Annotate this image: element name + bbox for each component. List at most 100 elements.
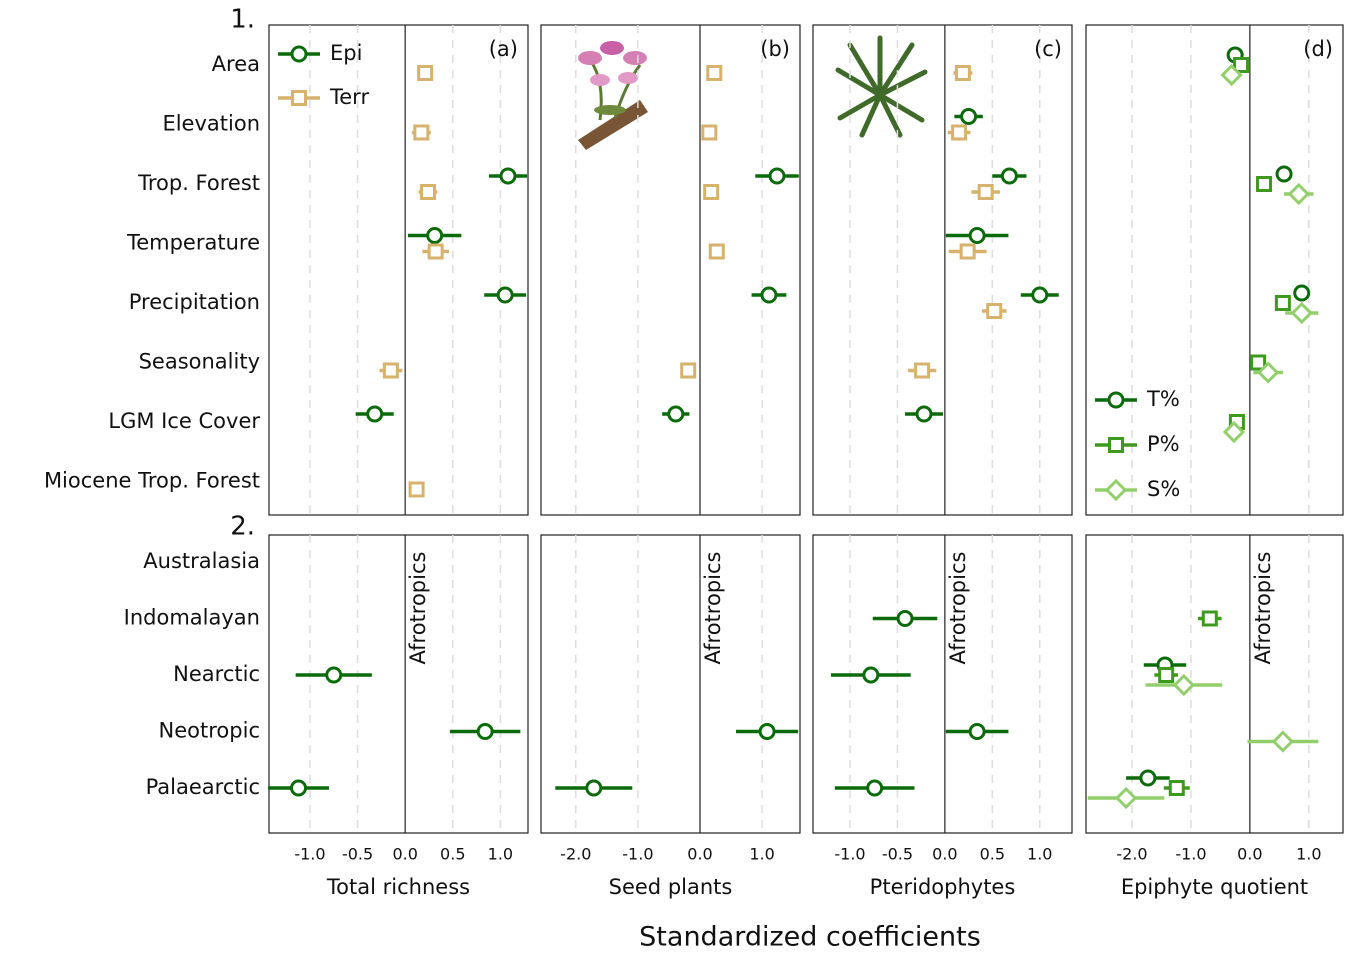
x-tick-label: -0.5 xyxy=(342,845,373,864)
x-tick-label: -1.0 xyxy=(1175,845,1206,864)
x-tick-label: 0.0 xyxy=(687,845,712,864)
x-tick-label: -0.5 xyxy=(882,845,913,864)
row-label: 1. xyxy=(230,5,255,35)
point xyxy=(501,169,515,183)
category-label: Temperature xyxy=(126,231,260,255)
point xyxy=(762,288,776,302)
panel-label: (d) xyxy=(1303,37,1333,61)
x-axis-title: Standardized coefficients xyxy=(639,922,981,953)
panel-frame xyxy=(541,25,800,515)
category-label: Indomalayan xyxy=(124,606,260,630)
category-label: Elevation xyxy=(162,112,260,136)
point xyxy=(669,407,683,421)
point xyxy=(415,126,428,139)
point xyxy=(429,245,442,258)
point xyxy=(1295,286,1309,300)
category-label: Palaearctic xyxy=(146,775,260,799)
point xyxy=(1141,771,1155,785)
point xyxy=(1170,782,1183,795)
legend-label: T% xyxy=(1146,387,1180,411)
figure: 1. 2. Standardized coefficients Area Elev… xyxy=(0,0,1349,953)
point xyxy=(917,407,931,421)
category-label: Australasia xyxy=(143,549,260,573)
legend-label: Terr xyxy=(329,85,369,109)
point xyxy=(705,186,718,199)
point xyxy=(988,305,1001,318)
fern-illustration xyxy=(838,38,925,135)
point xyxy=(770,169,784,183)
x-tick-label: 0.0 xyxy=(932,845,957,864)
point xyxy=(703,126,716,139)
x-tick-label: 0.5 xyxy=(440,845,465,864)
category-label: LGM Ice Cover xyxy=(108,409,260,433)
point xyxy=(1276,297,1289,310)
panel-label: (a) xyxy=(489,37,518,61)
legend-marker xyxy=(1109,393,1123,407)
legend-label: Epi xyxy=(330,41,362,65)
panel-frame xyxy=(813,25,1072,515)
point xyxy=(478,725,492,739)
panel-label: (b) xyxy=(760,37,790,61)
point xyxy=(419,67,432,80)
category-label: Precipitation xyxy=(129,290,260,314)
x-tick-label: 0.0 xyxy=(1237,845,1262,864)
point xyxy=(962,110,976,124)
category-label: Neotropic xyxy=(159,719,260,743)
legend-marker xyxy=(292,47,306,61)
point xyxy=(1258,178,1271,191)
point xyxy=(428,229,442,243)
point xyxy=(292,781,306,795)
point xyxy=(953,126,966,139)
x-tick-label: 1.0 xyxy=(1027,845,1052,864)
point xyxy=(1203,612,1216,625)
point xyxy=(498,288,512,302)
point xyxy=(961,245,974,258)
point xyxy=(760,725,774,739)
panel-label: (c) xyxy=(1034,37,1062,61)
category-label: Nearctic xyxy=(173,662,260,686)
legend-marker xyxy=(293,92,306,105)
category-label: Seasonality xyxy=(139,350,260,374)
point xyxy=(422,186,435,199)
point xyxy=(1277,167,1291,181)
point xyxy=(868,781,882,795)
point xyxy=(587,781,601,795)
point xyxy=(327,668,341,682)
x-tick-label: -2.0 xyxy=(1116,845,1147,864)
x-axis-label: Seed plants xyxy=(609,875,733,899)
point xyxy=(708,67,721,80)
x-tick-label: 0.0 xyxy=(392,845,417,864)
reference-label: Afrotropics xyxy=(701,552,725,665)
point xyxy=(1293,304,1311,322)
point xyxy=(1175,676,1193,694)
x-axis-label: Total richness xyxy=(326,875,470,899)
legend-marker xyxy=(1110,439,1123,452)
point xyxy=(1002,169,1016,183)
category-label: Area xyxy=(212,52,260,76)
point xyxy=(410,483,423,496)
x-axis-label: Epiphyte quotient xyxy=(1121,875,1308,899)
point xyxy=(1274,733,1292,751)
reference-label: Afrotropics xyxy=(1251,552,1275,665)
x-tick-label: -1.0 xyxy=(834,845,865,864)
point xyxy=(956,67,969,80)
category-label: Trop. Forest xyxy=(137,171,260,195)
x-tick-label: -2.0 xyxy=(560,845,591,864)
x-tick-label: 0.5 xyxy=(980,845,1005,864)
x-tick-label: 1.0 xyxy=(1296,845,1321,864)
point xyxy=(1160,669,1173,682)
reference-label: Afrotropics xyxy=(946,552,970,665)
legend-label: P% xyxy=(1147,432,1180,456)
point xyxy=(1033,288,1047,302)
point xyxy=(898,612,912,626)
x-tick-label: -1.0 xyxy=(622,845,653,864)
category-label: Miocene Trop. Forest xyxy=(44,469,260,493)
x-tick-label: -1.0 xyxy=(294,845,325,864)
reference-label: Afrotropics xyxy=(406,552,430,665)
legend-marker xyxy=(1107,481,1125,499)
x-tick-label: 1.0 xyxy=(488,845,513,864)
row-label: 2. xyxy=(230,512,255,542)
point xyxy=(916,364,929,377)
legend-label: S% xyxy=(1147,477,1180,501)
x-axis-label: Pteridophytes xyxy=(870,875,1016,899)
